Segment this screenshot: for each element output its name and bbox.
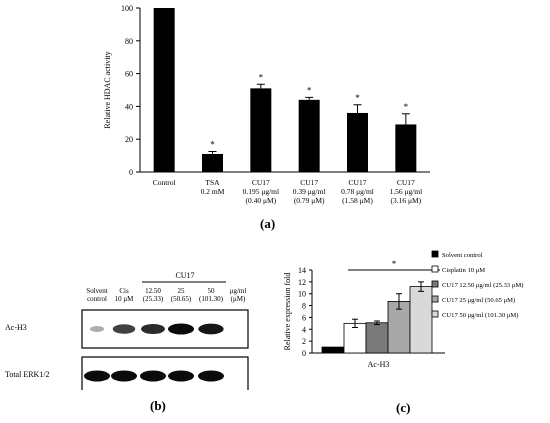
lane-label: (50.65) bbox=[171, 295, 192, 303]
blot-band bbox=[111, 370, 137, 382]
lane-label: Cis bbox=[119, 287, 129, 295]
y-tick-label: 0 bbox=[302, 349, 306, 358]
bar bbox=[347, 112, 368, 172]
significance-mark: * bbox=[259, 72, 264, 82]
y-tick-label: 2 bbox=[302, 337, 306, 346]
x-tick-label: CU17 bbox=[252, 178, 270, 187]
blot-band bbox=[141, 323, 165, 335]
lane-label: 50 bbox=[208, 287, 216, 295]
y-axis-label: Relative HDAC activity bbox=[103, 51, 112, 128]
x-tick-label: (0.40 μM) bbox=[245, 196, 276, 205]
y-tick-label: 20 bbox=[125, 135, 133, 144]
significance-mark: * bbox=[392, 259, 397, 269]
blot-band bbox=[198, 323, 224, 335]
blot-band bbox=[140, 370, 166, 382]
legend-swatch bbox=[431, 280, 439, 288]
legend-swatch bbox=[431, 265, 439, 273]
lane-label: 12.50 bbox=[145, 287, 161, 295]
significance-mark: * bbox=[355, 93, 360, 103]
legend-swatch bbox=[431, 310, 439, 318]
blot-row-label: Ac-H3 bbox=[5, 323, 27, 332]
legend-label: Cisplatin 10 μM bbox=[442, 267, 485, 274]
y-tick-label: 60 bbox=[125, 70, 133, 79]
y-tick-label: 14 bbox=[298, 266, 306, 275]
bar bbox=[321, 346, 345, 354]
blot-band bbox=[112, 324, 136, 334]
x-tick-label: Control bbox=[153, 178, 176, 187]
panel-b-western-blot: CU17 Solvent control Cis 10 μM 12.50 (25.33) 25… bbox=[0, 240, 270, 396]
legend-swatch bbox=[431, 250, 439, 258]
bar bbox=[202, 153, 223, 172]
x-tick-label: (3.16 μM) bbox=[390, 196, 421, 205]
bar bbox=[250, 88, 272, 172]
lane-label: Solvent bbox=[86, 287, 107, 295]
y-tick-label: 100 bbox=[121, 4, 133, 13]
x-tick-label: 0.78 μg/ml bbox=[341, 187, 374, 196]
bar bbox=[409, 286, 433, 354]
panel-a-chart: 0 20 40 60 80 100 Relative HDAC activity Contro… bbox=[103, 4, 430, 205]
lane-label: 10 μM bbox=[115, 295, 135, 303]
y-tick-label: 6 bbox=[302, 313, 306, 322]
unit-label: (μM) bbox=[231, 295, 246, 303]
bar bbox=[365, 322, 389, 354]
legend-label: CU17 25 μg/ml (50.65 μM) bbox=[442, 297, 515, 304]
bar bbox=[298, 99, 320, 172]
significance-mark: * bbox=[404, 102, 409, 112]
y-tick-label: 40 bbox=[125, 102, 133, 111]
y-tick-label: 10 bbox=[298, 290, 306, 299]
panel-c-chart: 0 2 4 6 8 10 12 14 Relative expression fold Ac-H3… bbox=[270, 240, 550, 400]
x-tick-label: CU17 bbox=[397, 178, 415, 187]
blot-band bbox=[84, 370, 110, 382]
lane-label: (101.30) bbox=[199, 295, 224, 303]
x-tick-label: (1.58 μM) bbox=[342, 196, 373, 205]
lane-label: control bbox=[87, 295, 107, 303]
y-tick-label: 4 bbox=[302, 325, 306, 334]
blot-row-label: Total ERK1/2 bbox=[5, 370, 50, 379]
y-tick-label: 8 bbox=[302, 302, 306, 311]
hdac-activity-bar-chart: 0 20 40 60 80 100 Relative HDAC activity Contro… bbox=[103, 4, 430, 205]
bar bbox=[395, 124, 417, 172]
y-axis-label: Relative expression fold bbox=[283, 273, 292, 351]
x-tick-label: (0.79 μM) bbox=[294, 196, 325, 205]
legend-label: Solvent control bbox=[442, 252, 483, 259]
x-tick-label: 0.39 μg/ml bbox=[293, 187, 326, 196]
y-tick-label: 12 bbox=[298, 278, 306, 287]
panel-label-c: (c) bbox=[396, 400, 411, 415]
blot-band bbox=[168, 370, 194, 382]
group-label: CU17 bbox=[175, 271, 194, 280]
legend-label: CU17 12.50 μg/ml (25.33 μM) bbox=[442, 282, 523, 289]
x-tick-label: CU17 bbox=[300, 178, 318, 187]
y-tick-label: 80 bbox=[125, 37, 133, 46]
significance-mark: * bbox=[210, 140, 215, 150]
blot-band bbox=[89, 326, 105, 332]
x-tick-label: 0.195 μg/ml bbox=[243, 187, 280, 196]
x-tick-label: 1.56 μg/ml bbox=[389, 187, 422, 196]
blot-band bbox=[198, 370, 224, 382]
x-axis-label: Ac-H3 bbox=[368, 360, 390, 369]
blot-band bbox=[168, 323, 194, 335]
lane-label: (25.33) bbox=[143, 295, 164, 303]
lane-label: 25 bbox=[178, 287, 186, 295]
panel-label-a: (a) bbox=[260, 216, 276, 231]
significance-mark: * bbox=[307, 85, 312, 95]
y-tick-label: 0 bbox=[129, 168, 133, 177]
legend-swatch bbox=[431, 295, 439, 303]
x-tick-label: 0.2 mM bbox=[201, 187, 225, 196]
bar bbox=[153, 8, 175, 172]
expression-fold-bar-chart: 0 2 4 6 8 10 12 14 Relative expression fold Ac-H3… bbox=[283, 250, 523, 369]
x-tick-label: CU17 bbox=[349, 178, 367, 187]
panel-label-b: (b) bbox=[150, 398, 166, 413]
x-tick-label: TSA bbox=[205, 178, 220, 187]
legend-label: CU17 50 μg/ml (101.30 μM) bbox=[442, 312, 519, 319]
unit-label: μg/ml bbox=[230, 287, 247, 295]
